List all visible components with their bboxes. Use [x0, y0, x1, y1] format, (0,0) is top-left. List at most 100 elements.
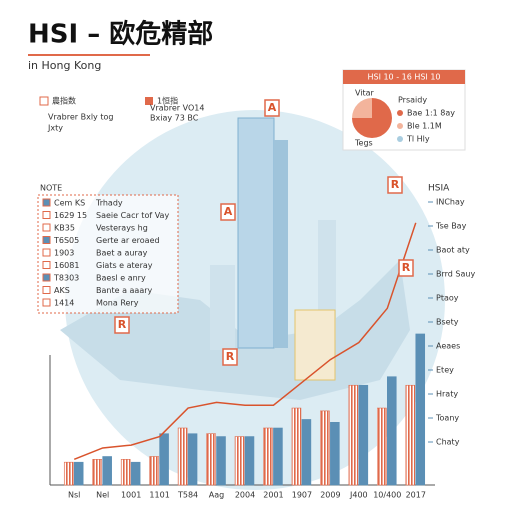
right-label: Aeaes	[436, 342, 460, 351]
key-line: Vrabrer VO14	[150, 104, 204, 113]
x-tick-label: 1001	[121, 491, 141, 500]
right-label: Toany	[435, 414, 459, 423]
note-code: Cem KS	[54, 199, 85, 208]
bar	[177, 427, 188, 486]
card-foot: Tegs	[354, 139, 373, 148]
note-code: KB35	[54, 224, 75, 233]
note-swatch	[42, 286, 51, 294]
x-tick-label: 2001	[263, 491, 283, 500]
x-tick-label: Nsl	[68, 491, 80, 500]
note-code: 16081	[54, 261, 79, 270]
chart: Nsl Nel 1001 1101 T584 Aag 2004 2001 1907 2009 J40…	[63, 222, 426, 500]
note-box	[37, 194, 179, 314]
bar	[330, 421, 340, 486]
key-title: 1恒指	[157, 96, 178, 106]
bar	[387, 376, 397, 486]
bar	[159, 433, 169, 486]
bar	[149, 456, 159, 486]
bar	[291, 407, 302, 486]
right-label: Bsety	[436, 318, 459, 327]
legend-text: Tl Hly	[406, 135, 430, 144]
note-code: 1629 15	[54, 211, 87, 220]
note-text: Mona Rery	[96, 299, 139, 308]
line	[73, 222, 417, 461]
bar	[73, 461, 84, 486]
marker-box	[398, 259, 414, 277]
x-tick-label: Nel	[96, 491, 109, 500]
note-code: T6S05	[53, 236, 79, 245]
bar	[63, 461, 74, 486]
note-title: NOTE	[40, 184, 62, 193]
marker: A	[224, 205, 233, 218]
bar	[405, 384, 416, 486]
key-line: Jxty	[47, 124, 63, 133]
note-text: Gerte ar eroaed	[96, 236, 160, 245]
note-text: Baesl e anry	[96, 274, 146, 283]
right-label: Tse Bay	[435, 222, 467, 231]
bar	[301, 419, 312, 486]
legend-dot	[397, 110, 403, 116]
right-label: Chaty	[436, 438, 460, 447]
bar	[216, 436, 226, 486]
right-title: HSIA	[428, 184, 450, 194]
marker: R	[402, 261, 411, 274]
x-tick-label: 2009	[320, 491, 340, 500]
legend-text: Ble 1.1M	[407, 122, 442, 131]
note-text: Baet a auray	[96, 249, 148, 258]
right-label: Etey	[436, 366, 454, 375]
bar	[92, 459, 102, 486]
x-tick-label: J400	[349, 491, 368, 500]
key-swatch	[39, 96, 49, 106]
note-code: 1903	[54, 249, 74, 258]
pie-label: Vitar	[355, 89, 375, 98]
note-code: AKS	[54, 286, 70, 295]
card-sub: Prsaidy	[398, 96, 427, 105]
key-line: Vrabrer Bxly tog	[48, 113, 113, 122]
bar	[263, 427, 273, 486]
card-title: HSI 10 - 16 HSI 10	[367, 73, 440, 82]
marker-box	[220, 203, 236, 221]
right-label: Baot aty	[436, 246, 470, 255]
x-tick-label: 1907	[292, 491, 312, 500]
marker: R	[118, 318, 127, 331]
marker-box	[264, 99, 280, 117]
note-text: Trhady	[95, 199, 123, 208]
x-tick-label: 2017	[406, 491, 426, 500]
bar	[320, 410, 330, 486]
note-swatch	[42, 298, 51, 307]
tower-side	[274, 140, 288, 348]
note-swatch	[42, 211, 51, 219]
bar	[377, 407, 387, 486]
subtitle: in Hong Kong	[28, 59, 101, 72]
legend-dot	[397, 136, 403, 142]
note-text: Giats e ateray	[96, 261, 153, 270]
marker-box	[387, 176, 403, 194]
bar	[244, 436, 255, 486]
note-text: Vesterays hg	[96, 224, 148, 233]
bar	[234, 436, 245, 486]
marker-box	[114, 316, 130, 334]
bar	[206, 433, 216, 486]
right-label: Ptaoy	[436, 294, 459, 303]
legend-dot	[397, 123, 403, 129]
note-swatch	[42, 248, 51, 257]
bar	[273, 427, 283, 486]
marker: R	[391, 178, 400, 191]
note-code: 1414	[54, 299, 74, 308]
note-swatch	[42, 261, 51, 269]
key-title: 農指数	[52, 96, 76, 106]
bar	[187, 433, 198, 486]
bar	[130, 461, 141, 486]
legend-text: Bae 1:1 8ay	[407, 109, 455, 118]
note-text: Saeie Cacr tof Vay	[96, 211, 169, 220]
note-swatch	[42, 273, 51, 282]
key-swatch	[145, 97, 153, 105]
x-tick-label: 2004	[235, 491, 255, 500]
note-swatch	[42, 223, 51, 232]
marker: R	[226, 350, 235, 363]
marker: A	[268, 101, 277, 114]
pie-slice	[352, 98, 372, 118]
bar	[348, 384, 359, 486]
x-tick-label: 1101	[149, 491, 169, 500]
bar	[358, 384, 369, 486]
